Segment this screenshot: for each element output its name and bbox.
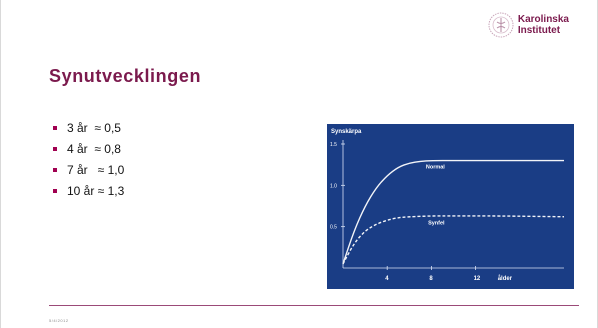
chart-x-axis-label: ålder [498,275,513,282]
chart-axes [342,140,564,269]
karolinska-logo: Karolinska Institutet [488,12,569,38]
chart-series-line-normal [342,159,564,265]
chart-background [327,124,574,289]
chart-series-label: Synfel [428,221,445,227]
slide-title: Synutvecklingen [49,66,202,86]
bullet-square-icon [53,189,57,193]
footer-divider [49,305,579,306]
chart-series-line-synfel [342,215,565,265]
bullet-text: 10 år ≈ 1,3 [67,184,125,198]
chart-y-tick-label: 1.5 [330,142,337,148]
chart-y-tick-label: 0.5 [330,225,337,231]
chart-x-tick-label: 12 [474,276,481,282]
bullet-square-icon [53,168,57,172]
chart-series-label: Normal [426,165,445,171]
bullet-item: 7 år ≈ 1,0 [53,160,124,181]
chart-series-group [342,159,565,265]
chart-x-ticks: 4 8 12 ålder [385,266,513,282]
chart-y-ticks: 1.5 1.0 0.5 [330,142,345,231]
bullet-item: 4 år ≈ 0,8 [53,139,124,160]
logo-line-2: Institutet [517,25,561,36]
bullet-text: 3 år ≈ 0,5 [67,121,121,135]
chart-y-axis-label: Synskärpa [331,129,362,135]
visual-acuity-chart: Synskärpa 1.5 1.0 0.5 4 8 12 ålder Normal Synf… [327,124,574,289]
bullet-square-icon [53,147,57,151]
bullet-text: 7 år ≈ 1,0 [67,163,125,177]
chart-y-tick-label: 1.0 [330,183,337,189]
chart-series-labels: Normal Synfel [426,165,445,227]
bullet-list: 3 år ≈ 0,5 4 år ≈ 0,8 7 år ≈ 1,0 10 år ≈… [53,118,124,202]
bullet-square-icon [53,126,57,130]
chart-x-tick-label: 4 [385,276,389,282]
logo-text: Karolinska Institutet [518,14,569,36]
chart-x-tick-label: 8 [429,276,433,282]
karolinska-seal-icon [488,12,514,38]
logo-line-1: Karolinska [517,14,569,25]
footer-date: 5/4/2012 [49,318,69,323]
bullet-item: 3 år ≈ 0,5 [53,118,124,139]
bullet-text: 4 år ≈ 0,8 [67,142,121,156]
bullet-item: 10 år ≈ 1,3 [53,181,124,202]
